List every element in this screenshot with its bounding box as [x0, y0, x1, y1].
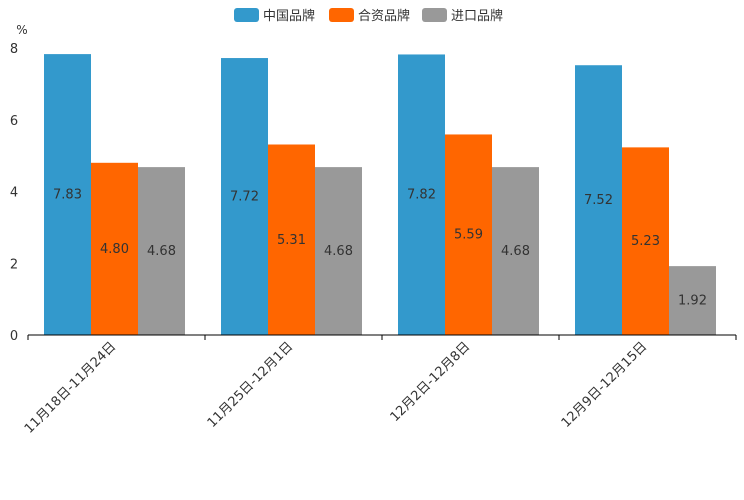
- bar: [315, 167, 362, 335]
- legend-item[interactable]: 进口品牌: [422, 8, 503, 24]
- legend-label: 合资品牌: [358, 8, 410, 24]
- bar: [492, 167, 539, 335]
- legend-swatch: [329, 8, 354, 22]
- legend-swatch: [234, 8, 259, 22]
- bar: [398, 54, 445, 336]
- legend-label: 进口品牌: [451, 8, 503, 24]
- y-tick-label: 8: [10, 42, 18, 57]
- bar-value-label: 5.23: [631, 234, 660, 249]
- bar-value-label: 1.92: [678, 294, 707, 309]
- bar: [138, 167, 185, 335]
- bar-value-label: 5.59: [454, 228, 483, 243]
- legend: 中国品牌 合资品牌 进口品牌: [234, 8, 503, 24]
- y-tick-label: 4: [10, 186, 18, 201]
- legend-label: 中国品牌: [263, 8, 315, 24]
- y-tick-label: 2: [10, 257, 18, 272]
- y-tick-label: 0: [10, 329, 18, 344]
- bar: [669, 266, 716, 335]
- legend-swatch: [422, 8, 447, 22]
- bar-value-label: 7.83: [53, 188, 82, 203]
- y-tick-label: 6: [10, 114, 18, 129]
- bar: [268, 144, 315, 335]
- bar-value-label: 4.68: [324, 244, 353, 259]
- bar: [44, 54, 91, 335]
- x-category-label: 12月2日-12月8日: [388, 339, 474, 425]
- x-category-label: 12月9日-12月15日: [559, 339, 651, 431]
- bar: [445, 134, 492, 335]
- bar-value-label: 7.52: [584, 193, 613, 208]
- bar: [622, 147, 669, 335]
- bar: [91, 162, 138, 335]
- y-axis: 0 2 4 6 8: [10, 42, 18, 344]
- bar-value-label: 7.72: [230, 190, 259, 205]
- x-category-label: 11月18日-11月24日: [22, 339, 119, 436]
- bar-value-label: 4.68: [501, 244, 530, 259]
- x-axis: 11月18日-11月24日 11月25日-12月1日 12月2日-12月8日 12月9…: [22, 334, 737, 437]
- bar-value-label: 7.82: [407, 188, 436, 203]
- y-axis-unit-label: %: [16, 23, 27, 37]
- bars: 7.83 4.80 4.68 7.72 5.31 4.68 7.82 5.59 4.68 7.52…: [44, 54, 716, 336]
- bar: [575, 65, 622, 335]
- x-category-label: 11月25日-12月1日: [205, 339, 297, 431]
- legend-item[interactable]: 中国品牌: [234, 8, 315, 24]
- bar-value-label: 4.68: [147, 244, 176, 259]
- legend-item[interactable]: 合资品牌: [329, 8, 410, 24]
- bar: [221, 58, 268, 336]
- bar-value-label: 5.31: [277, 233, 306, 248]
- bar-value-label: 4.80: [100, 242, 129, 257]
